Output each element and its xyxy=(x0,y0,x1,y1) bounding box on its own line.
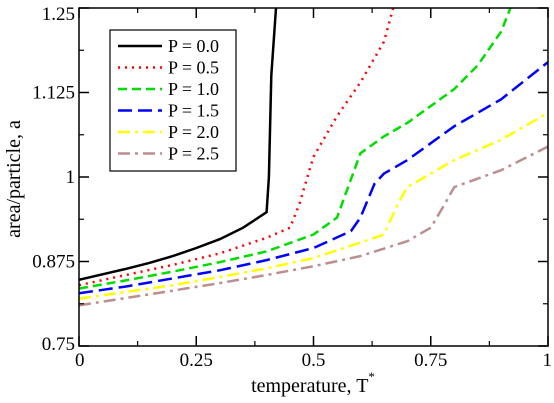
x-tick-label: 0.25 xyxy=(180,350,213,371)
series-layer xyxy=(79,8,548,307)
x-axis-label-superscript: * xyxy=(368,369,375,384)
y-tick-label: 1.25 xyxy=(42,4,75,25)
legend-label-1: P = 0.5 xyxy=(168,58,219,78)
y-tick-label: 0.75 xyxy=(42,334,75,355)
y-tick-label: 1 xyxy=(66,167,76,188)
legend-label-2: P = 1.0 xyxy=(168,79,219,99)
series-line-4 xyxy=(79,111,548,300)
x-tick-label: 1 xyxy=(543,350,553,371)
series-line-5 xyxy=(79,145,548,307)
series-line-2 xyxy=(79,8,512,290)
legend-label-0: P = 0.0 xyxy=(168,36,219,56)
series-line-0 xyxy=(79,8,278,282)
x-tick-label: 0.5 xyxy=(302,350,326,371)
x-tick-label: 0 xyxy=(75,350,85,371)
legend-box xyxy=(109,29,237,172)
legend: P = 0.0P = 0.5P = 1.0P = 1.5P = 2.0P = 2… xyxy=(109,29,237,172)
x-axis-label-text: temperature, T xyxy=(251,375,368,397)
legend-label-3: P = 1.5 xyxy=(168,101,219,121)
y-axis-label: area/particle, a xyxy=(3,120,25,238)
y-tick-label: 0.875 xyxy=(32,252,75,273)
ticks-layer: 0 0.25 0.5 0.75 1 0.75 0.875 1 1.125 1.25 xyxy=(32,4,552,371)
series-line-1 xyxy=(79,8,395,287)
y-tick-label: 1.125 xyxy=(32,83,75,104)
x-tick-label: 0.75 xyxy=(414,350,447,371)
legend-label-4: P = 2.0 xyxy=(168,122,219,142)
x-axis-label: temperature, T* xyxy=(251,369,375,397)
legend-label-5: P = 2.5 xyxy=(168,144,219,164)
series-line-3 xyxy=(79,61,548,295)
